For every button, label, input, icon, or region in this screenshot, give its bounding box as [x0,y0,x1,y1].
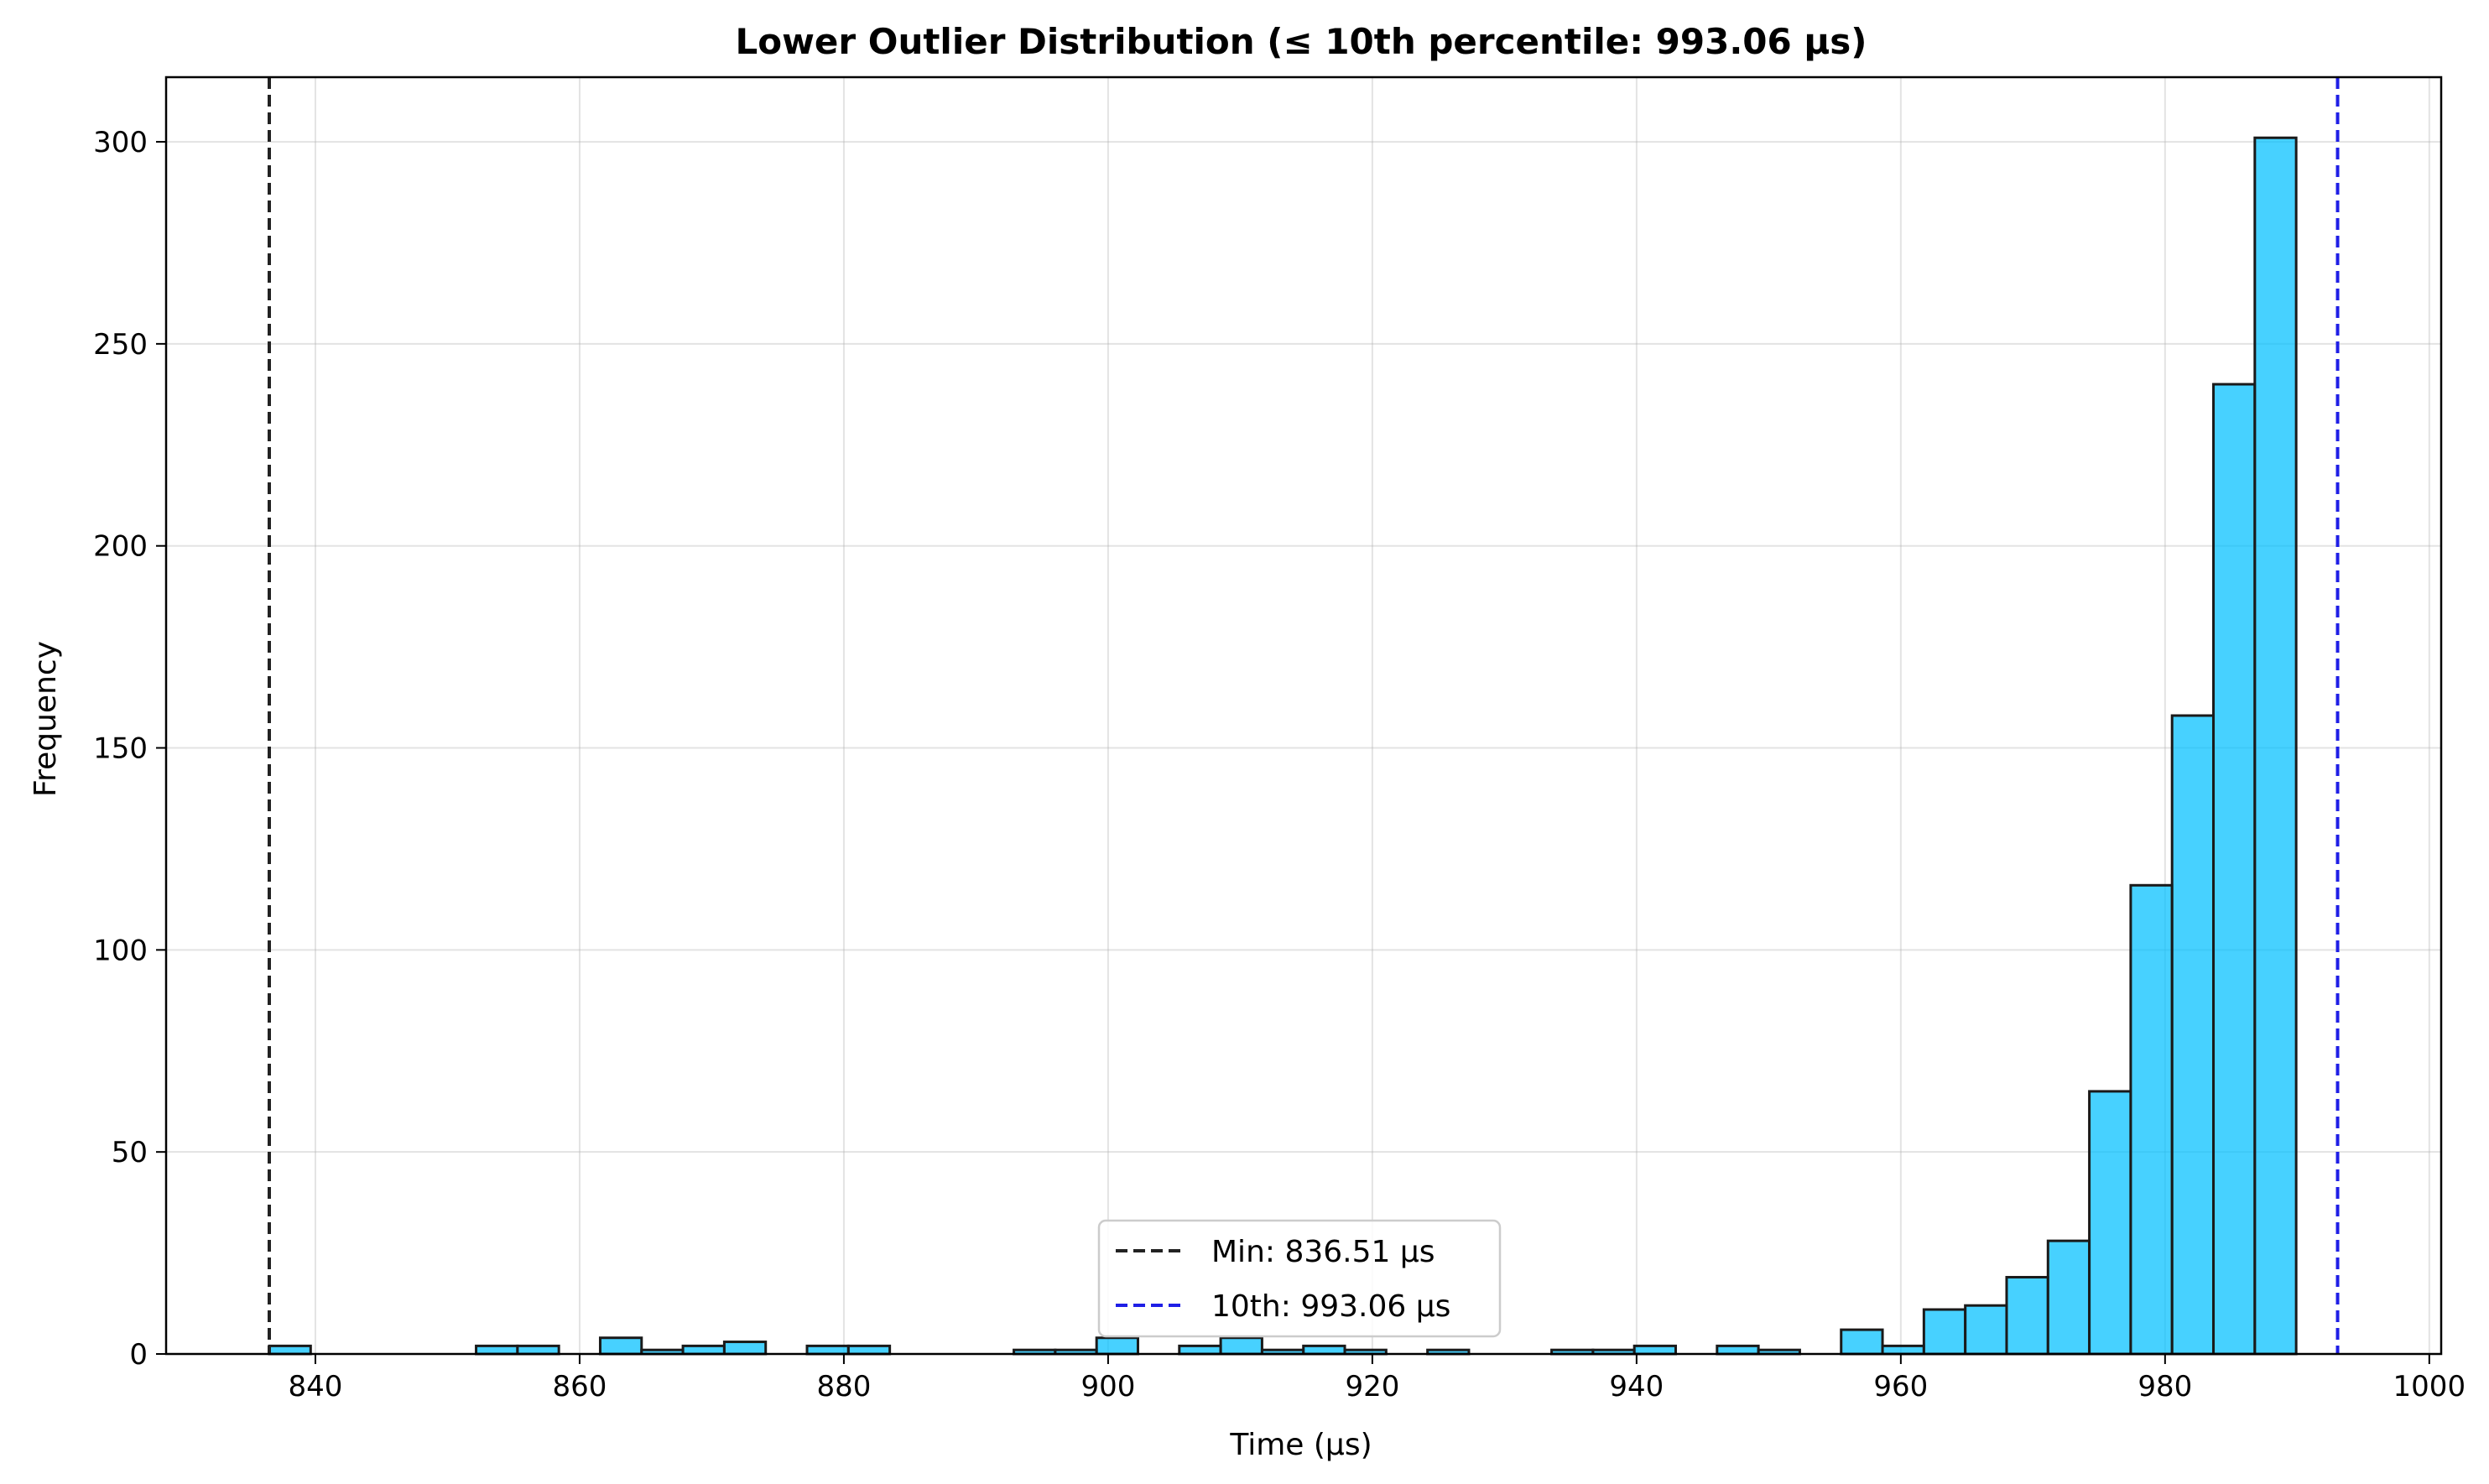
histogram-bar [1219,1336,1263,1356]
y-tick-label: 200 [93,530,148,564]
histogram-bar [2005,1275,2049,1356]
x-axis-label: Time (µs) [1229,1428,1372,1462]
x-tick-label: 1000 [2393,1370,2466,1403]
reference-lines [268,77,2340,1354]
y-tick-label: 50 [112,1136,148,1169]
histogram-bar [1716,1344,1760,1356]
histogram-bar [1881,1344,1925,1356]
x-axis-ticks: 840 860 880 900 920 940 960 980 1000 [289,1354,2466,1403]
legend-10th-label: 10th: 993.06 µs [1211,1289,1450,1324]
histogram-bar [2170,714,2216,1356]
histogram-bar [846,1344,892,1356]
x-tick-label: 940 [1609,1370,1664,1403]
x-tick-label: 980 [2138,1370,2192,1403]
histogram-bar [598,1336,643,1356]
x-tick-label: 900 [1080,1370,1135,1403]
legend-min-label: Min: 836.51 µs [1211,1235,1435,1269]
y-tick-label: 0 [129,1338,148,1372]
histogram-bar [2046,1239,2091,1356]
y-tick-label: 100 [93,934,148,967]
x-tick-label: 860 [552,1370,607,1403]
histogram-bar [805,1344,850,1356]
chart-title: Lower Outlier Distribution (≤ 10th perce… [736,21,1867,62]
plot-area-frame [164,76,2443,1356]
legend: Min: 836.51 µs 10th: 993.06 µs [1097,1219,1502,1338]
histogram-bar [1840,1328,1884,1356]
histogram-bar [2088,1090,2132,1356]
histogram-bar [1632,1344,1678,1356]
histogram-bar [2253,136,2298,1356]
x-tick-label: 960 [1873,1370,1928,1403]
x-tick-label: 840 [289,1370,343,1403]
histogram-bar [722,1341,768,1356]
x-tick-label: 880 [816,1370,871,1403]
y-axis-ticks: 0 50 100 150 200 250 300 [93,126,166,1372]
histogram-bar [1302,1344,1346,1356]
y-axis-label: Frequency [29,641,63,797]
histogram-bar [1178,1344,1222,1356]
legend-box [1097,1219,1502,1338]
y-tick-label: 250 [93,328,148,362]
x-tick-label: 920 [1345,1370,1399,1403]
histogram-bar [2212,383,2257,1356]
histogram-bar [516,1344,560,1356]
histogram-bar [1922,1308,1967,1356]
histogram-bar [268,1344,312,1356]
histogram-bar [475,1344,519,1356]
histogram-bar [681,1344,726,1356]
y-tick-label: 300 [93,126,148,159]
histogram-bar [1964,1304,2008,1356]
histogram-bar [1095,1336,1139,1356]
histogram-bar [2129,883,2174,1356]
y-tick-label: 150 [93,732,148,766]
